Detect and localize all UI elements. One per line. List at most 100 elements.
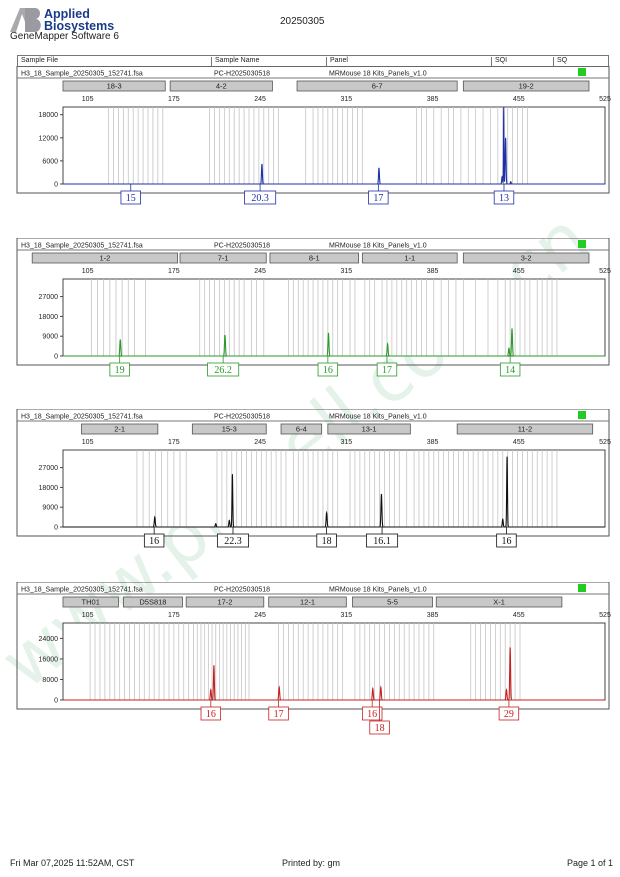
marker-label: 3-2 [521, 254, 532, 263]
allele-label: 16 [501, 536, 511, 547]
panel-name: MRMouse 18 Kits_Panels_v1.0 [329, 71, 427, 78]
x-tick-label: 105 [82, 612, 94, 619]
electropherogram-panel-red: H3_18_Sample_20250305_152741.fsa PC-H2025… [0, 582, 620, 762]
allele-label: 17 [274, 709, 284, 720]
electropherogram-panel-blue: H3_18_Sample_20250305_152741.fsa PC-H2025… [0, 66, 620, 246]
allele-label: 16 [149, 536, 159, 547]
print-date: Fri Mar 07,2025 11:52AM, CST [10, 858, 135, 868]
allele-callout [316, 533, 337, 548]
plot-area [62, 449, 606, 528]
x-tick-label: 315 [340, 439, 352, 446]
allele-callout [268, 706, 289, 721]
allele-label: 20.3 [251, 193, 269, 204]
sample-file-name: H3_18_Sample_20250305_152741.fsa [21, 71, 143, 78]
x-tick-label: 105 [82, 268, 94, 275]
printed-by: Printed by: gm [282, 858, 341, 868]
x-tick-label: 245 [254, 612, 266, 619]
y-tick-label: 18000 [39, 112, 59, 119]
column-sq: SQ [557, 57, 568, 64]
allele-callout [200, 706, 222, 721]
sample-file-name: H3_18_Sample_20250305_152741.fsa [21, 243, 143, 250]
x-tick-label: 525 [599, 439, 611, 446]
electropherogram-panel-green: H3_18_Sample_20250305_152741.fsa PC-H2025… [0, 238, 620, 418]
marker-13-1 [327, 423, 411, 435]
allele-callout [368, 190, 389, 205]
marker-5-5 [352, 596, 433, 608]
marker-label: 6-4 [296, 425, 307, 434]
panel-name: MRMouse 18 Kits_Panels_v1.0 [329, 414, 427, 421]
x-tick-label: 245 [254, 268, 266, 275]
marker-17-2 [185, 596, 265, 608]
marker-label: 4-2 [216, 82, 227, 91]
x-tick-label: 315 [340, 96, 352, 103]
marker-15-3 [191, 423, 267, 435]
allele-label: 17 [373, 193, 383, 204]
marker-label: 13-1 [362, 425, 377, 434]
y-tick-label: 9000 [42, 334, 58, 341]
x-tick-label: 385 [427, 612, 439, 619]
allele-callout [496, 533, 517, 548]
plot-area [62, 106, 606, 185]
y-tick-label: 0 [54, 182, 58, 189]
panel-frame [16, 238, 610, 366]
y-tick-label: 27000 [39, 465, 59, 472]
marker-1-2 [31, 252, 178, 264]
column-sample-file: Sample File [21, 57, 58, 64]
y-tick-label: 9000 [42, 505, 58, 512]
plot-area [62, 278, 606, 357]
marker-label: 7-1 [218, 254, 229, 263]
logo-text-applied: Applied [44, 7, 90, 21]
allele-callout [216, 533, 249, 548]
sq-status-indicator [578, 411, 586, 419]
marker-label: 8-1 [309, 254, 320, 263]
marker-label: 15-3 [222, 425, 237, 434]
x-tick-label: 315 [340, 268, 352, 275]
marker-label: D5S818 [139, 598, 166, 607]
x-tick-label: 525 [599, 612, 611, 619]
marker-label: 12-1 [300, 598, 315, 607]
y-tick-label: 12000 [39, 135, 59, 142]
x-tick-label: 525 [599, 96, 611, 103]
x-tick-label: 175 [168, 96, 180, 103]
x-tick-label: 455 [513, 439, 525, 446]
marker-11-2 [456, 423, 594, 435]
allele-callout [143, 533, 165, 548]
x-tick-label: 455 [513, 268, 525, 275]
y-tick-label: 0 [54, 354, 58, 361]
marker-D5S818 [122, 596, 183, 608]
sq-status-indicator [578, 68, 586, 76]
allele-callout [499, 362, 521, 377]
sample-file-name: H3_18_Sample_20250305_152741.fsa [21, 414, 143, 421]
signal-trace-green [63, 328, 605, 357]
x-tick-label: 315 [340, 612, 352, 619]
electropherogram-blue: H3_18_Sample_20250305_152741.fsa PC-H2025… [16, 66, 611, 205]
marker-label: TH01 [82, 598, 100, 607]
x-tick-label: 175 [168, 268, 180, 275]
marker-19-2 [462, 80, 590, 92]
allele-label: 14 [505, 365, 515, 376]
allele-label: 16 [323, 365, 333, 376]
sample-file-name: H3_18_Sample_20250305_152741.fsa [21, 587, 143, 594]
marker-12-1 [268, 596, 347, 608]
y-tick-label: 8000 [42, 677, 58, 684]
y-tick-label: 24000 [39, 636, 59, 643]
x-tick-label: 245 [254, 96, 266, 103]
x-tick-label: 455 [513, 612, 525, 619]
marker-6-7 [296, 80, 458, 92]
marker-label: 18-3 [107, 82, 122, 91]
allele-callout [317, 362, 339, 377]
panel-frame [16, 409, 610, 537]
y-tick-label: 27000 [39, 294, 59, 301]
panel-name: MRMouse 18 Kits_Panels_v1.0 [329, 243, 427, 250]
electropherogram-red: H3_18_Sample_20250305_152741.fsa PC-H2025… [16, 582, 611, 735]
marker-label: 1-1 [404, 254, 415, 263]
allele-callout [120, 190, 141, 205]
software-name: GeneMapper Software 6 [10, 31, 119, 42]
marker-label: 19-2 [519, 82, 534, 91]
sample-name: PC-H2025030518 [214, 243, 270, 250]
allele-label: 15 [126, 193, 136, 204]
column-sqi: SQI [495, 57, 508, 64]
panel-frame [16, 66, 610, 194]
x-tick-label: 525 [599, 268, 611, 275]
sq-status-indicator [578, 584, 586, 592]
